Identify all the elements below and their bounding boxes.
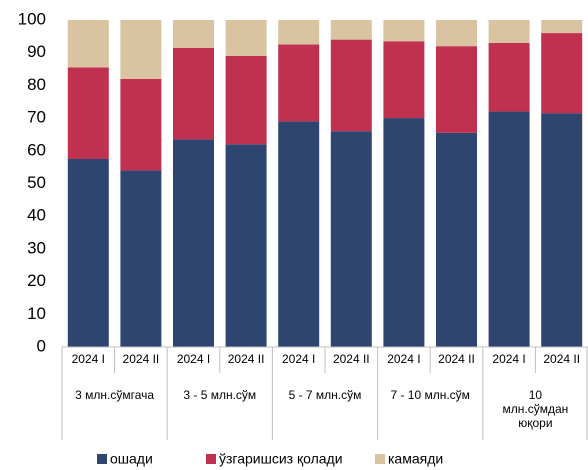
legend-swatch (375, 454, 385, 464)
bar-segment (541, 20, 583, 34)
bar-segment (173, 20, 214, 48)
bar-segment (330, 39, 372, 132)
bar-segment (278, 121, 320, 348)
y-tick-label: 30 (27, 238, 46, 257)
bar-segment (436, 20, 477, 47)
bar-segment (120, 170, 162, 347)
bar-segment (225, 144, 267, 347)
bar-segment (330, 20, 372, 40)
bar-segment (173, 47, 214, 140)
group-label: 5 - 7 млн.сўм (288, 388, 362, 402)
bar-segment (383, 20, 425, 42)
bar-segment (67, 67, 109, 159)
x-tick-label: 2024 I (492, 352, 525, 366)
x-tick-label: 2024 II (333, 352, 370, 366)
x-tick-label: 2024 II (228, 352, 265, 366)
bar-segment (330, 131, 372, 347)
bar-segment (436, 46, 477, 133)
x-tick-label: 2024 I (177, 352, 210, 366)
legend-swatch (97, 454, 107, 464)
x-tick-label: 2024 II (438, 352, 475, 366)
group-label: 3 млн.сўмгача (75, 388, 155, 402)
bar-segment (120, 78, 162, 171)
y-tick-label: 50 (27, 173, 46, 192)
legend-swatch (206, 454, 216, 464)
bar-segment (541, 33, 583, 114)
legend-label: ошади (110, 451, 153, 467)
bar-segment (225, 55, 267, 145)
bar-segment (541, 113, 583, 347)
y-tick-label: 20 (27, 271, 46, 290)
group-label: 3 - 5 млн.сўм (183, 388, 257, 402)
y-tick-label: 70 (27, 108, 46, 127)
bar-segment (278, 44, 320, 122)
bar-segment (225, 20, 267, 56)
bar-segment (67, 20, 109, 68)
bar-segment (383, 41, 425, 119)
bar-segment (488, 42, 530, 112)
y-tick-label: 90 (27, 42, 46, 61)
bar-segment (488, 20, 530, 43)
bar-segment (120, 20, 162, 79)
bar-segment (67, 158, 109, 347)
group-label: 7 - 10 млн.сўм (390, 388, 470, 402)
legend-label: камаяди (388, 451, 443, 467)
bar-segment (278, 20, 320, 45)
y-tick-label: 80 (27, 75, 46, 94)
legend-label: ўзгаришсиз қолади (219, 451, 343, 467)
x-tick-label: 2024 I (72, 352, 105, 366)
x-tick-label: 2024 II (123, 352, 160, 366)
y-tick-label: 60 (27, 140, 46, 159)
x-tick-label: 2024 I (387, 352, 420, 366)
group-label: 10 млн.сўмдан юқори (502, 388, 569, 430)
bar-segment (173, 139, 214, 347)
bar-segment (488, 111, 530, 347)
x-tick-label: 2024 II (543, 352, 580, 366)
y-tick-label: 10 (27, 304, 46, 323)
y-tick-label: 100 (18, 9, 46, 28)
x-tick-label: 2024 I (282, 352, 315, 366)
bar-segment (383, 118, 425, 347)
bar-segment (436, 132, 477, 347)
y-tick-label: 40 (27, 206, 46, 225)
y-tick-label: 0 (37, 336, 46, 355)
